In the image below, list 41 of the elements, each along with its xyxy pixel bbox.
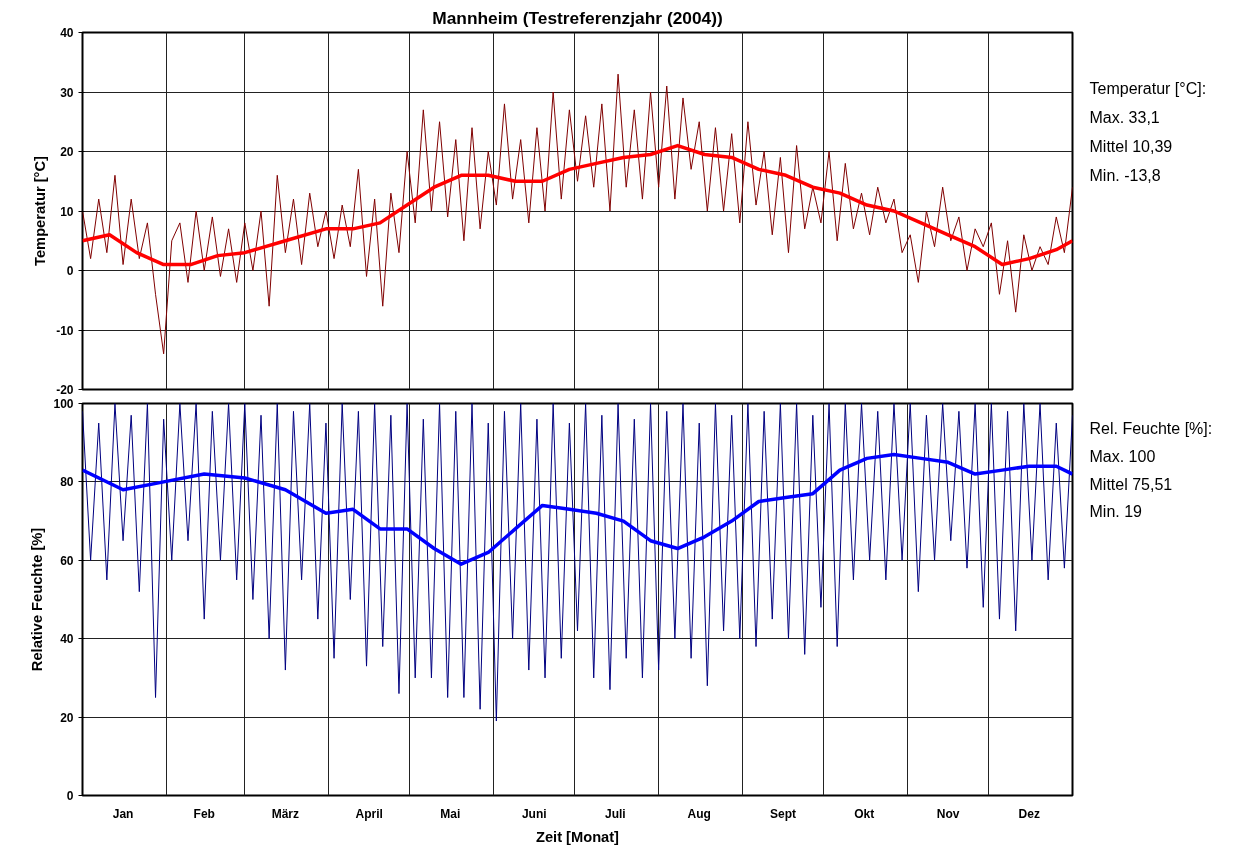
chart-title: Mannheim (Testreferenzjahr (2004)) <box>432 7 723 28</box>
y-tick-label: 0 <box>66 789 74 803</box>
x-tick-label: Mai <box>440 806 461 821</box>
x-tick-label: Dez <box>1018 806 1040 821</box>
y-tick-label: 20 <box>60 710 74 725</box>
y-tick-label: 40 <box>60 632 74 647</box>
text: Mittel 75,51 <box>1089 475 1173 493</box>
x-tick-label: Aug <box>687 806 711 821</box>
x-tick-label: Sept <box>770 806 797 821</box>
y-tick-label: -10 <box>56 323 74 338</box>
y-tick-label: 80 <box>60 475 74 490</box>
y-tick-label: -20 <box>56 383 74 397</box>
line-series <box>82 143 1073 267</box>
x-axis-title: Zeit [Monat] <box>535 828 620 845</box>
line-series <box>82 452 1073 566</box>
y-tick-label: 30 <box>60 85 74 100</box>
text: Max. 100 <box>1089 447 1156 465</box>
line-series <box>82 73 1073 355</box>
x-tick-label: Jan <box>112 806 134 821</box>
y-axis-title: Temperatur [°C] <box>32 155 49 266</box>
x-tick-label: Okt <box>854 806 875 821</box>
x-tick-label: März <box>271 806 300 821</box>
x-tick-label: Nov <box>936 806 960 821</box>
text: Mittel 10,39 <box>1089 137 1173 155</box>
text: Min. -13,8 <box>1089 166 1161 184</box>
x-tick-label: Juli <box>605 806 626 821</box>
y-tick-label: 60 <box>60 553 74 568</box>
text: Min. 19 <box>1089 503 1143 521</box>
x-tick-label: Juni <box>521 806 547 821</box>
y-tick-label: 0 <box>66 264 74 278</box>
x-tick-label: April <box>355 806 383 821</box>
y-tick-label: 10 <box>60 204 74 219</box>
x-tick-label: Feb <box>193 806 215 821</box>
text: Rel. Feuchte [%]: <box>1089 420 1213 438</box>
y-tick-label: 20 <box>60 145 74 159</box>
text: Temperatur [°C]: <box>1089 80 1207 98</box>
y-axis-title: Relative Feuchte [%] <box>29 527 46 672</box>
y-tick-label: 100 <box>53 397 74 411</box>
line-series <box>82 403 1073 722</box>
y-tick-label: 40 <box>60 26 74 40</box>
text: Max. 33,1 <box>1089 108 1160 126</box>
